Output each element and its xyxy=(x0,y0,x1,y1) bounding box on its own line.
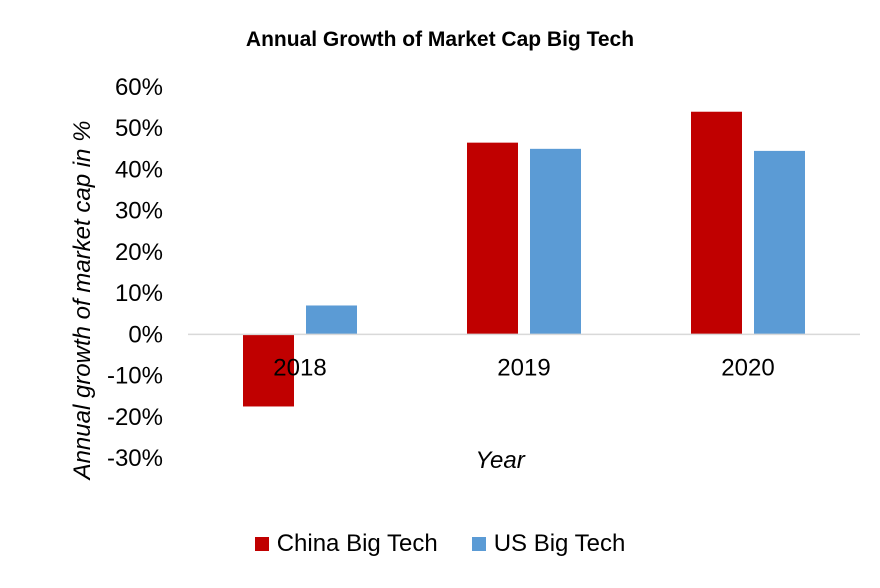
y-tick-label: 50% xyxy=(115,115,163,142)
y-tick-label: 60% xyxy=(115,74,163,101)
y-tick-label: 30% xyxy=(115,198,163,225)
bar-china-2020 xyxy=(691,111,742,335)
bar-china-2019 xyxy=(467,142,518,335)
bar-us-2020 xyxy=(754,150,805,335)
y-tick-label: 20% xyxy=(115,239,163,266)
bar-us-2018 xyxy=(306,305,357,335)
y-tick-label: -10% xyxy=(107,363,163,390)
y-tick-label: -30% xyxy=(107,445,163,472)
bar-us-2019 xyxy=(530,148,581,335)
legend: China Big Tech US Big Tech xyxy=(0,530,880,558)
bar-china-2018 xyxy=(243,334,294,407)
legend-label-us: US Big Tech xyxy=(493,530,626,557)
legend-item-china: China Big Tech xyxy=(254,530,438,558)
y-tick-label: -20% xyxy=(107,404,163,431)
chart-title: Annual Growth of Market Cap Big Tech xyxy=(245,28,635,51)
legend-item-us: US Big Tech xyxy=(471,530,626,558)
legend-swatch-china xyxy=(254,537,269,551)
legend-swatch-us xyxy=(471,537,486,551)
y-axis-label: Annual growth of market cap in % xyxy=(69,120,96,480)
legend-label-china: China Big Tech xyxy=(276,530,438,557)
x-axis-label: Year xyxy=(475,447,525,474)
x-tick-label-2018: 2018 xyxy=(273,354,326,381)
y-tick-label: 10% xyxy=(115,280,163,307)
y-tick-label: 0% xyxy=(128,321,163,348)
x-tick-label-2019: 2019 xyxy=(497,354,550,381)
x-tick-label-2020: 2020 xyxy=(721,354,774,381)
y-tick-label: 40% xyxy=(115,156,163,183)
